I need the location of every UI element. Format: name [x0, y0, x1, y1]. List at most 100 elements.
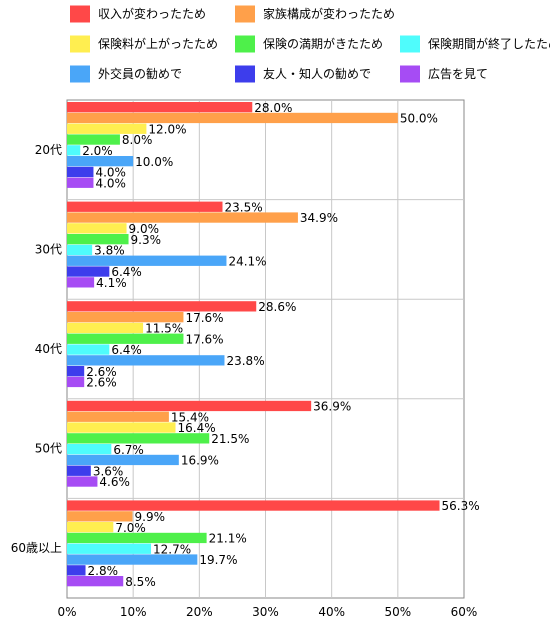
- data-label: 23.5%: [224, 200, 262, 214]
- data-label: 3.6%: [93, 464, 124, 478]
- bar: [67, 244, 93, 256]
- legend-label: 保険期間が終了したため: [428, 36, 550, 51]
- bar: [67, 301, 257, 312]
- data-label: 28.0%: [254, 101, 292, 115]
- x-tick-label: 30%: [252, 605, 279, 619]
- legend-label: 外交員の勧めで: [98, 66, 182, 81]
- data-label: 8.0%: [122, 133, 153, 147]
- category-label: 30代: [35, 242, 62, 256]
- bar: [67, 355, 225, 366]
- bar: [67, 543, 152, 554]
- bar: [67, 411, 169, 422]
- data-label: 3.8%: [94, 244, 125, 258]
- category-label: 40代: [35, 342, 62, 356]
- bar: [67, 333, 184, 344]
- data-label: 34.9%: [300, 211, 338, 225]
- data-label: 56.3%: [442, 499, 480, 513]
- bar: [67, 102, 253, 113]
- bar: [67, 422, 176, 433]
- bar: [67, 177, 94, 188]
- bar: [67, 322, 144, 334]
- data-label: 50.0%: [400, 112, 438, 126]
- data-label: 15.4%: [171, 410, 209, 424]
- data-label: 4.1%: [96, 276, 127, 290]
- bar: [67, 212, 298, 223]
- bar: [67, 454, 179, 466]
- data-label: 6.4%: [111, 265, 142, 279]
- data-label: 9.9%: [135, 510, 166, 524]
- data-label: 11.5%: [145, 322, 183, 336]
- data-label: 10.0%: [135, 155, 173, 169]
- legend-swatch: [70, 5, 90, 23]
- legend-label: 広告を見て: [428, 67, 488, 81]
- bar: [67, 223, 127, 234]
- data-label: 8.5%: [125, 575, 156, 589]
- data-label: 7.0%: [115, 521, 146, 535]
- data-label: 23.8%: [226, 354, 264, 368]
- bar: [67, 312, 184, 323]
- bar: [67, 465, 91, 476]
- legend-swatch: [400, 35, 420, 53]
- data-label: 36.9%: [313, 400, 351, 414]
- legend-swatch: [235, 5, 255, 23]
- data-label: 2.8%: [88, 564, 119, 578]
- x-tick-label: 10%: [120, 605, 147, 619]
- data-label: 4.0%: [95, 166, 126, 180]
- data-label: 4.6%: [99, 475, 130, 489]
- legend-swatch: [70, 65, 90, 83]
- data-label: 19.7%: [199, 553, 237, 567]
- bar: [67, 400, 312, 412]
- bar: [67, 522, 114, 533]
- category-label: 50代: [35, 442, 62, 456]
- bar: [67, 366, 85, 377]
- legend-swatch: [70, 35, 90, 53]
- data-label: 4.0%: [95, 176, 126, 190]
- category-label: 60歳以上: [11, 541, 62, 555]
- x-tick-label: 50%: [384, 605, 411, 619]
- legend-swatch: [235, 65, 255, 83]
- x-tick-label: 20%: [186, 605, 213, 619]
- bar: [67, 344, 110, 355]
- bar: [67, 277, 95, 288]
- data-label: 17.6%: [185, 311, 223, 325]
- bar: [67, 123, 147, 134]
- bar: [67, 234, 129, 245]
- data-label: 2.0%: [82, 144, 113, 158]
- data-label: 12.0%: [148, 122, 186, 136]
- x-tick-label: 60%: [451, 605, 478, 619]
- bar: [67, 554, 198, 565]
- data-label: 16.9%: [181, 454, 219, 468]
- legend-label: 保険の満期がきたため: [263, 36, 383, 51]
- data-label: 17.6%: [185, 332, 223, 346]
- data-label: 6.4%: [111, 343, 142, 357]
- bar: [67, 166, 94, 178]
- bar: [67, 112, 398, 124]
- bar: [67, 266, 110, 277]
- data-label: 9.3%: [131, 233, 162, 247]
- legend-swatch: [400, 65, 420, 83]
- bar: [67, 511, 133, 522]
- data-label: 2.6%: [86, 365, 117, 379]
- bar: [67, 376, 85, 388]
- x-tick-label: 40%: [318, 605, 345, 619]
- bar: [67, 433, 210, 444]
- bar: [67, 156, 134, 167]
- data-label: 16.4%: [178, 421, 216, 435]
- data-label: 12.7%: [153, 542, 191, 556]
- data-label: 28.6%: [258, 300, 296, 314]
- category-label: 20代: [35, 143, 62, 157]
- data-label: 24.1%: [228, 254, 266, 268]
- bar: [67, 565, 86, 576]
- bar: [67, 134, 120, 145]
- data-label: 21.1%: [209, 532, 247, 546]
- legend-label: 家族構成が変わったため: [263, 6, 395, 21]
- legend-label: 収入が変わったため: [98, 6, 206, 21]
- bar: [67, 201, 223, 212]
- legend-label: 友人・知人の勧めで: [263, 67, 371, 81]
- data-label: 2.6%: [86, 376, 117, 390]
- bar: [67, 145, 81, 156]
- bar: [67, 576, 124, 587]
- data-label: 21.5%: [211, 432, 249, 446]
- bar: [67, 476, 98, 487]
